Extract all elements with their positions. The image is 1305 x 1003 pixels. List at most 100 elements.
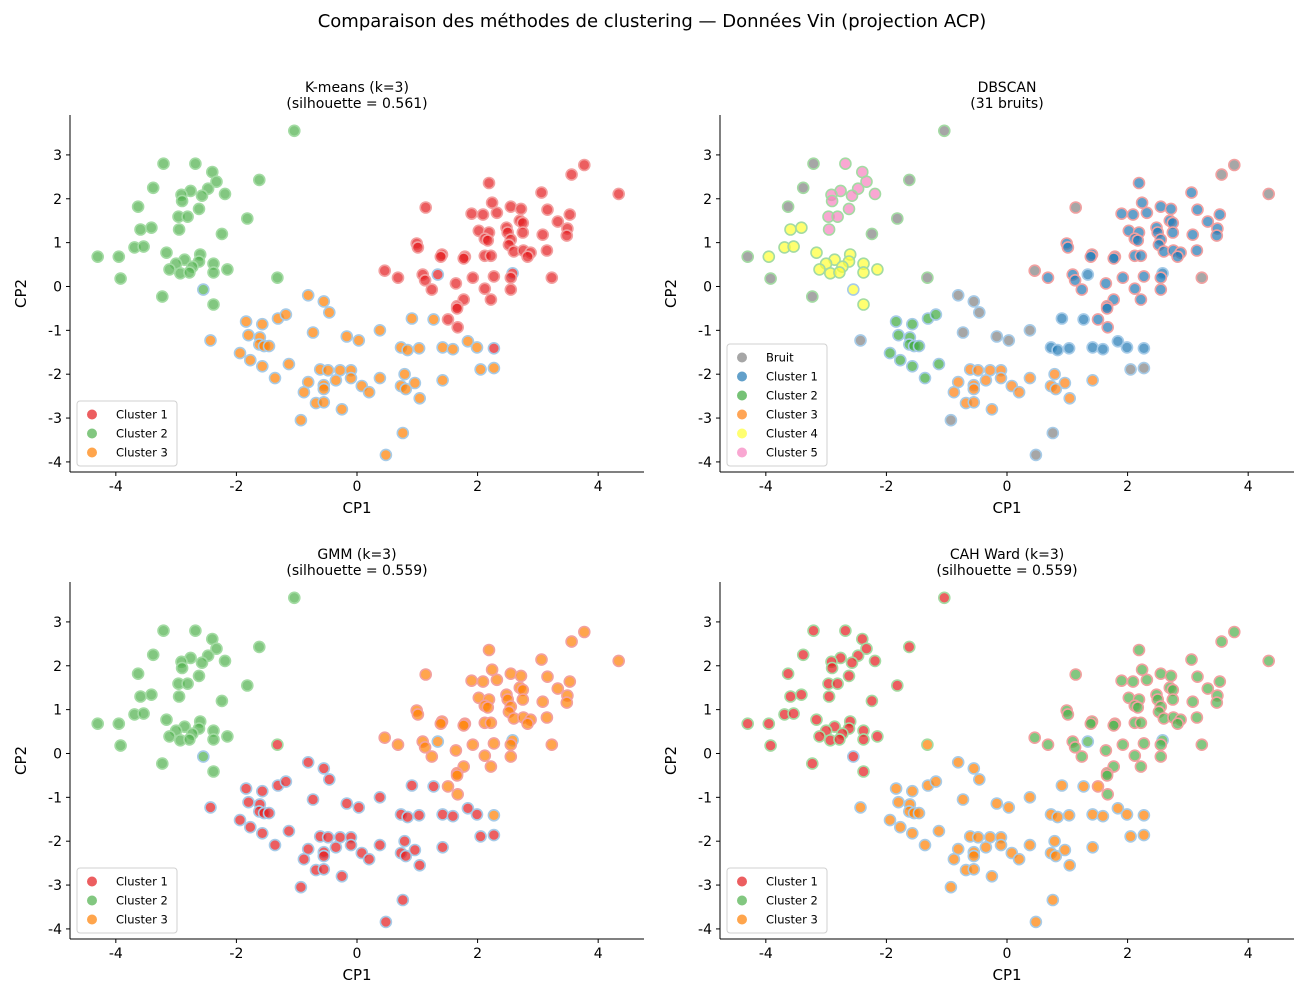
data-point [233, 813, 247, 827]
legend: Cluster 1 Cluster 2 Cluster 3 [76, 400, 178, 467]
legend-label: Cluster 1 [766, 875, 818, 889]
legend-marker [87, 876, 97, 887]
data-point [1140, 206, 1154, 220]
data-point [540, 711, 554, 724]
data-point [1068, 273, 1082, 287]
data-point [210, 175, 223, 188]
data-point [937, 124, 951, 138]
y-tick-label: -1 [698, 790, 712, 806]
data-point [563, 208, 577, 221]
data-point [418, 273, 432, 287]
y-tick-label: 0 [703, 279, 712, 295]
y-tick-label: -2 [48, 367, 62, 383]
data-point [1115, 674, 1128, 688]
data-point [857, 765, 870, 778]
data-point [1137, 270, 1151, 283]
data-point [379, 915, 393, 929]
data-point [813, 730, 826, 743]
data-point [951, 288, 965, 302]
data-point [1029, 448, 1043, 462]
data-point [1191, 670, 1204, 684]
data-point [450, 769, 464, 782]
data-point [535, 186, 548, 199]
data-point [233, 346, 247, 360]
data-point [857, 733, 870, 746]
subplot-title: GMM (k=3) [317, 547, 396, 563]
data-point [545, 271, 559, 285]
legend-label: Bruit [766, 351, 794, 365]
data-point [1002, 801, 1016, 814]
data-point [1048, 367, 1061, 381]
data-point [175, 661, 189, 675]
data-point [434, 717, 448, 731]
legend-marker [737, 352, 747, 363]
data-point [764, 272, 777, 285]
points [91, 591, 626, 929]
data-point [541, 670, 554, 684]
data-point [929, 775, 943, 788]
data-point [478, 282, 492, 296]
legend-frame [726, 343, 828, 467]
data-point [207, 266, 220, 279]
data-point [1228, 625, 1241, 639]
data-point [1100, 302, 1114, 315]
data-point [413, 391, 427, 405]
data-point [1091, 313, 1105, 326]
data-point [352, 801, 366, 814]
data-point [405, 779, 419, 792]
y-tick-label: 1 [53, 236, 62, 252]
data-point [839, 624, 852, 638]
data-point [1041, 271, 1055, 285]
y-tick-label: -4 [698, 455, 712, 471]
data-point [241, 212, 254, 225]
data-point [156, 757, 169, 770]
data-point [612, 187, 626, 201]
data-point [563, 675, 577, 688]
data-point [114, 739, 127, 752]
data-point [892, 328, 905, 342]
data-point [1086, 341, 1099, 354]
data-point [218, 654, 232, 668]
data-point [833, 733, 846, 746]
data-point [762, 250, 776, 264]
subplot-cah: CAH Ward (k=3)(silhouette = 0.559) -4 -2 0 2… [662, 547, 1294, 984]
data-point [810, 713, 823, 727]
data-point [436, 840, 449, 854]
subplot-gmm: GMM (k=3)(silhouette = 0.559) -4 -2 0 2 4 -4 -3… [12, 547, 644, 984]
data-point [146, 648, 160, 662]
data-point [335, 869, 349, 883]
data-point [474, 830, 487, 843]
data-point [514, 669, 528, 683]
data-point [466, 271, 480, 285]
y-tick-label: -4 [698, 922, 712, 938]
data-point [419, 201, 433, 214]
data-point [287, 124, 301, 138]
data-point [204, 801, 217, 814]
data-point [504, 750, 518, 763]
data-point [1171, 717, 1184, 731]
data-point [322, 306, 336, 319]
data-point [1023, 790, 1037, 804]
data-point [189, 157, 202, 170]
data-point [1262, 654, 1275, 668]
x-tick-label: 0 [1003, 479, 1012, 495]
data-point [1201, 682, 1215, 695]
subplot-dbscan: DBSCAN(31 bruits) -4 -2 0 2 4 -4 -3 -2 -1 0 1 2 3 CP1 C… [662, 80, 1294, 517]
data-point [825, 194, 839, 208]
x-tick-label: 2 [1123, 946, 1132, 962]
data-point [418, 740, 432, 754]
data-point [1048, 834, 1061, 848]
data-point [1101, 787, 1114, 801]
data-point [1135, 196, 1149, 209]
data-point [1190, 244, 1204, 257]
data-point [282, 824, 296, 838]
data-point [378, 264, 392, 278]
data-point [1116, 738, 1130, 752]
data-point [322, 773, 336, 786]
y-tick-label: -1 [48, 790, 62, 806]
data-point [244, 820, 257, 834]
data-point [1023, 838, 1037, 852]
legend-marker [737, 895, 747, 906]
data-point [1068, 740, 1082, 754]
